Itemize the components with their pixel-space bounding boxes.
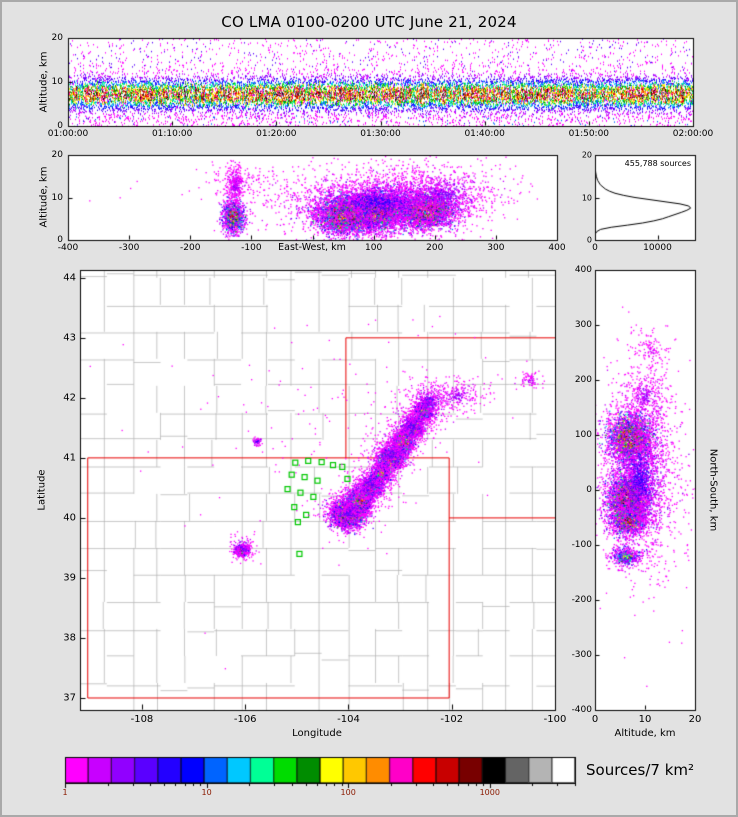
tick-label: 20 xyxy=(688,714,702,725)
tick-label: 0 xyxy=(57,235,63,245)
tick-label: 20 xyxy=(51,150,63,160)
tick-label: 10 xyxy=(638,714,652,725)
tick-label: -108 xyxy=(130,714,154,725)
tick-label: -200 xyxy=(571,595,592,605)
map-x-axis-label: Longitude xyxy=(292,728,342,739)
tick-label: -400 xyxy=(571,705,592,715)
tick-label: 300 xyxy=(487,243,505,253)
tick-label: 10 xyxy=(51,192,63,203)
tick-label: 100 xyxy=(365,243,383,253)
ew-y-axis-label: Altitude, km xyxy=(38,166,50,228)
time-height-y-axis-label: Altitude, km xyxy=(38,51,50,113)
tick-label: 01:30:00 xyxy=(360,129,401,139)
tick-label: 02:00:00 xyxy=(672,129,714,139)
tick-label: 0 xyxy=(592,243,598,253)
tick-label: 100 xyxy=(340,788,356,797)
tick-label: 300 xyxy=(574,320,592,330)
tick-label: -300 xyxy=(118,243,140,253)
tick-label: 01:10:00 xyxy=(151,129,193,139)
tick-label: 38 xyxy=(63,632,76,644)
colorbar-label: Sources/7 km² xyxy=(586,761,695,779)
tick-label: -104 xyxy=(337,714,360,725)
tick-label: 01:50:00 xyxy=(568,129,610,139)
tick-label: -400 xyxy=(57,243,79,253)
tick-label: 1 xyxy=(62,788,68,797)
tick-label: -100 xyxy=(571,540,592,550)
ns-x-axis-label: Altitude, km xyxy=(614,728,676,739)
tick-label: 40 xyxy=(63,512,76,524)
tick-label: 39 xyxy=(63,572,76,584)
map-y-axis-label: Latitude xyxy=(36,469,48,511)
tick-label: 100 xyxy=(574,430,592,440)
tick-label: 20 xyxy=(51,33,63,43)
source-count-annotation: 455,788 sources xyxy=(624,159,691,168)
ew-x-axis-label: East-West, km xyxy=(278,242,346,253)
tick-label: -100 xyxy=(241,243,262,253)
tick-label: 400 xyxy=(548,243,566,253)
tick-label: 0 xyxy=(586,485,592,495)
tick-label: 10 xyxy=(581,193,592,202)
tick-label: -106 xyxy=(233,714,257,725)
tick-label: 37 xyxy=(63,692,76,704)
tick-label: 01:00:00 xyxy=(47,129,89,139)
tick-label: -200 xyxy=(180,243,201,253)
tick-label: 0 xyxy=(57,121,63,131)
tick-label: 10000 xyxy=(643,243,672,253)
tick-label: -300 xyxy=(571,650,592,660)
tick-label: 43 xyxy=(63,332,76,344)
tick-label: 10 xyxy=(201,788,212,797)
tick-label: 01:20:00 xyxy=(256,129,297,139)
tick-label: 20 xyxy=(581,150,592,160)
tick-label: 44 xyxy=(63,272,76,284)
tick-label: -100 xyxy=(543,714,567,725)
tick-label: 400 xyxy=(574,265,592,275)
figure-title: CO LMA 0100-0200 UTC June 21, 2024 xyxy=(221,13,517,31)
tick-label: 42 xyxy=(63,392,76,404)
tick-label: 0 xyxy=(591,714,599,725)
tick-label: 200 xyxy=(574,375,592,385)
tick-label: 10 xyxy=(51,77,63,87)
tick-label: 0 xyxy=(586,235,592,245)
tick-label: 01:40:00 xyxy=(464,129,505,139)
tick-label: 1000 xyxy=(479,788,500,797)
tick-label: -102 xyxy=(440,714,464,725)
ns-y-axis-label: North-South, km xyxy=(707,448,719,532)
tick-label: 200 xyxy=(426,243,444,253)
tick-label: 41 xyxy=(63,452,76,464)
